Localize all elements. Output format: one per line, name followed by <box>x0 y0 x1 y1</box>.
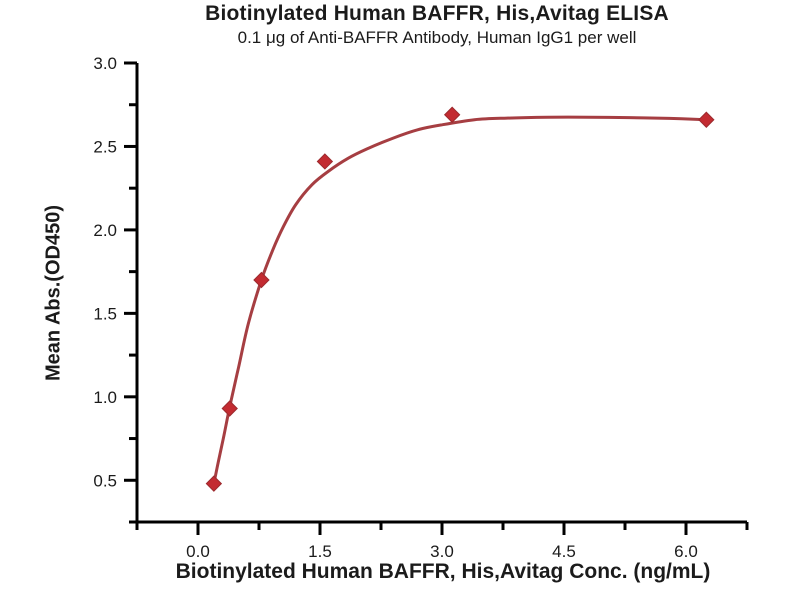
x-tick-label: 6.0 <box>674 542 698 561</box>
x-axis-title: Biotinylated Human BAFFR, His,Avitag Con… <box>175 560 711 583</box>
data-point-marker <box>221 400 238 417</box>
x-tick-label: 0.0 <box>186 542 210 561</box>
y-tick-label: 2.5 <box>93 137 117 156</box>
data-point-marker <box>698 111 715 128</box>
y-tick-label: 0.5 <box>93 471 117 490</box>
chart-title: Biotinylated Human BAFFR, His,Avitag ELI… <box>205 2 669 25</box>
data-point-marker <box>253 271 270 289</box>
data-point-marker <box>205 475 223 492</box>
y-tick-label: 1.5 <box>93 304 117 323</box>
data-point-marker <box>316 153 334 170</box>
y-tick-label: 2.0 <box>93 221 117 240</box>
y-tick-label: 1.0 <box>93 388 117 407</box>
data-point-marker <box>443 106 461 123</box>
x-tick-label: 4.5 <box>552 542 576 561</box>
x-tick-label: 1.5 <box>308 542 332 561</box>
chart-subtitle: 0.1 μg of Anti-BAFFR Antibody, Human IgG… <box>237 28 637 47</box>
y-tick-label: 3.0 <box>93 54 117 73</box>
axis-spines <box>135 63 747 524</box>
fit-curve <box>212 115 708 486</box>
x-tick-label: 3.0 <box>430 542 454 561</box>
